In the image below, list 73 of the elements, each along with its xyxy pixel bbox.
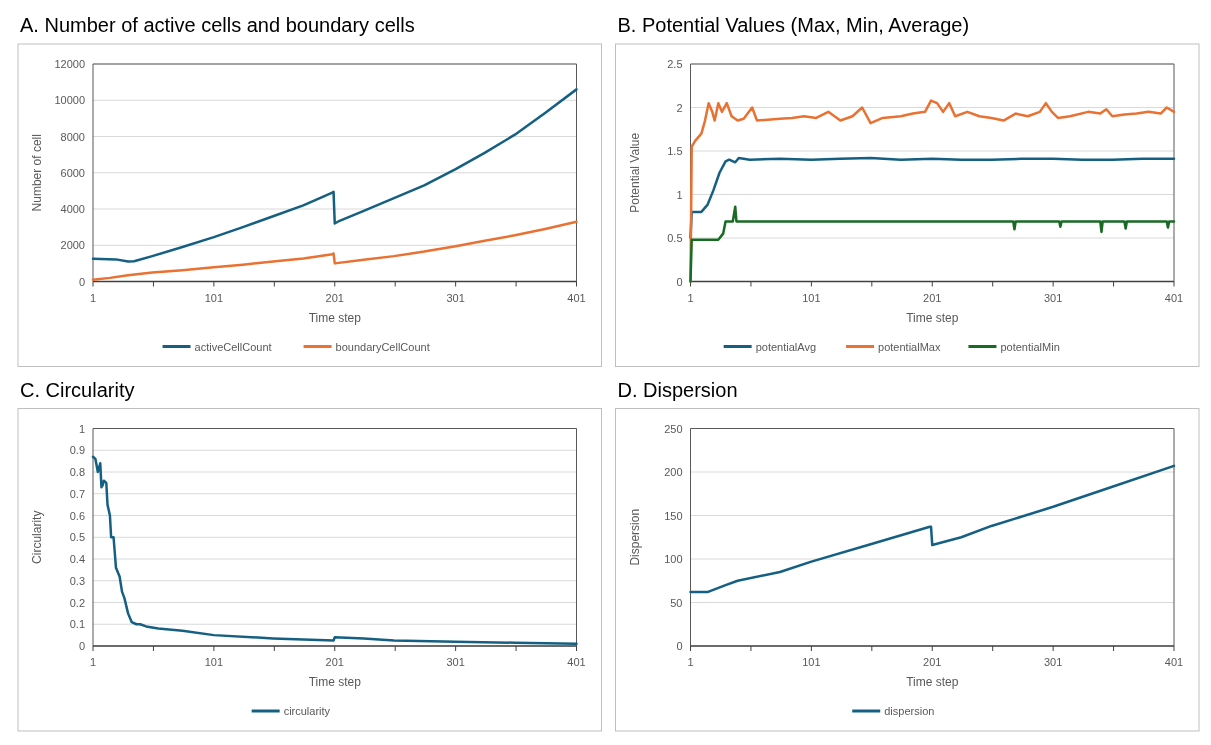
- chart-title: D. Dispersion: [617, 378, 738, 401]
- y-axis-title: Circularity: [30, 510, 44, 564]
- legend-label: potentialAvg: [755, 340, 817, 353]
- legend-label: dispersion: [884, 705, 935, 717]
- y-tick-label: 0: [676, 640, 683, 652]
- x-tick-label: 201: [923, 656, 942, 668]
- x-axis-title: Time step: [906, 675, 959, 689]
- legend-label: potentialMax: [878, 340, 941, 353]
- y-axis-title: Potential Value: [627, 132, 642, 213]
- y-tick-label: 1.5: [667, 145, 683, 157]
- y-tick-label: 1: [78, 422, 85, 435]
- y-tick-label: 10000: [54, 94, 85, 107]
- y-tick-label: 2000: [60, 239, 85, 252]
- line-series: [91, 88, 578, 263]
- y-tick-label: 0.5: [667, 232, 683, 244]
- y-tick-label: 0.1: [69, 618, 85, 631]
- x-tick-label: 1: [687, 656, 694, 668]
- y-tick-label: 8000: [60, 130, 85, 143]
- x-tick-label: 201: [325, 291, 344, 304]
- y-axis-title: Number of cell: [30, 134, 44, 212]
- x-tick-label: 401: [1164, 291, 1184, 304]
- y-tick-label: 250: [664, 422, 683, 435]
- x-tick-label: 1: [687, 291, 694, 304]
- y-axis-title: Dispersion: [627, 508, 642, 566]
- x-tick-label: 401: [1164, 656, 1184, 668]
- y-tick-label: 0.7: [69, 487, 85, 500]
- y-tick-label: 0.9: [69, 444, 85, 457]
- y-tick-label: 200: [664, 466, 683, 478]
- y-tick-label: 0.6: [69, 509, 85, 522]
- y-tick-label: 1: [676, 188, 683, 201]
- x-tick-label: 1: [89, 291, 97, 304]
- x-axis-title: Time step: [308, 310, 362, 325]
- x-tick-label: 201: [923, 291, 942, 304]
- y-tick-label: 0: [78, 275, 85, 288]
- y-tick-label: 4000: [60, 203, 85, 215]
- y-tick-label: 100: [664, 553, 683, 565]
- y-tick-label: 150: [664, 509, 683, 522]
- x-tick-label: 301: [1043, 291, 1063, 304]
- y-tick-label: 2: [676, 101, 683, 114]
- x-tick-label: 301: [1043, 656, 1063, 668]
- y-tick-label: 12000: [54, 58, 85, 70]
- y-tick-label: 0: [78, 640, 85, 652]
- x-tick-label: 101: [204, 656, 224, 668]
- legend-label: circularity: [283, 705, 331, 717]
- x-tick-label: 301: [446, 291, 465, 304]
- x-tick-label: 101: [204, 291, 224, 304]
- legend-label: potentialMin: [1000, 340, 1060, 353]
- y-tick-label: 0.5: [69, 531, 85, 544]
- x-tick-label: 401: [567, 656, 586, 668]
- y-tick-label: 2.5: [667, 58, 683, 70]
- chart-title: B. Potential Values (Max, Min, Average): [617, 14, 970, 36]
- x-axis-title: Time step: [308, 675, 362, 689]
- line-series: [689, 156, 1176, 240]
- x-axis-title: Time step: [906, 310, 959, 325]
- chart-title: A. Number of active cells and boundary cells: [20, 14, 415, 36]
- y-tick-label: 0.3: [69, 574, 85, 587]
- legend-label: boundaryCellCount: [335, 340, 430, 353]
- y-tick-label: 0.4: [69, 553, 85, 565]
- x-tick-label: 401: [567, 291, 586, 304]
- y-tick-label: 0.8: [69, 466, 85, 478]
- x-tick-label: 101: [802, 291, 821, 304]
- y-tick-label: 6000: [60, 166, 85, 179]
- x-tick-label: 1: [89, 656, 97, 668]
- line-series: [689, 205, 1176, 283]
- x-tick-label: 201: [325, 656, 344, 668]
- y-tick-label: 0: [676, 275, 683, 288]
- y-tick-label: 0.2: [69, 596, 85, 609]
- line-series: [689, 464, 1176, 594]
- y-tick-label: 50: [670, 596, 683, 609]
- chart-title: C. Circularity: [20, 378, 135, 401]
- legend-label: activeCellCount: [194, 340, 272, 353]
- x-tick-label: 101: [802, 656, 821, 668]
- x-tick-label: 301: [446, 656, 465, 668]
